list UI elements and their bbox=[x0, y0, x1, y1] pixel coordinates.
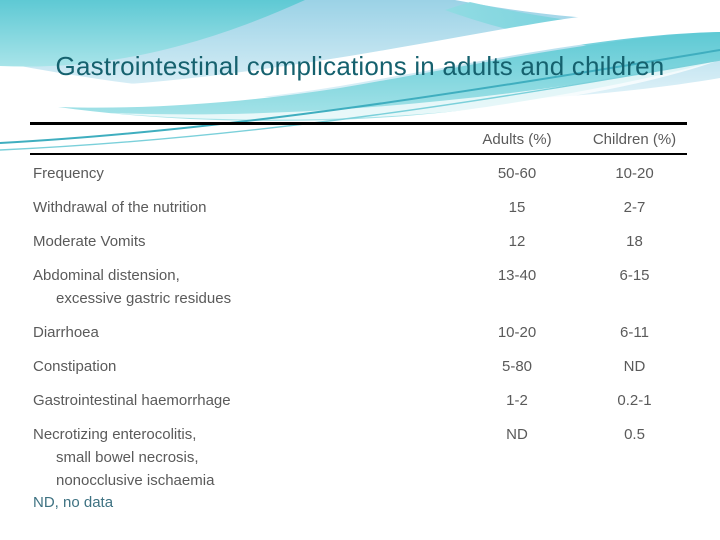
row-label-line: Withdrawal of the nutrition bbox=[33, 199, 207, 216]
table-row: Frequency 50-60 10-20 bbox=[30, 162, 687, 185]
row-label-line: Frequency bbox=[33, 165, 104, 182]
children-value: 0.5 bbox=[624, 426, 645, 443]
table-top-rule bbox=[30, 122, 687, 125]
row-label-line: small bowel necrosis, bbox=[56, 449, 199, 466]
adults-value: 5-80 bbox=[501, 358, 533, 375]
row-label: Constipation bbox=[30, 355, 452, 378]
adults-value: 15 bbox=[508, 199, 526, 216]
table-row: Necrotizing enterocolitis, small bowel ne… bbox=[30, 423, 687, 492]
table-row: Withdrawal of the nutrition 15 2-7 bbox=[30, 196, 687, 219]
adults-value: ND bbox=[506, 426, 528, 443]
row-label-line: nonocclusive ischaemia bbox=[56, 472, 215, 489]
row-label-line: Diarrhoea bbox=[33, 324, 99, 341]
table-row: Abdominal distension, excessive gastric r… bbox=[30, 264, 687, 310]
row-label-line: Moderate Vomits bbox=[33, 233, 146, 250]
row-label: Frequency bbox=[30, 162, 452, 185]
row-label-line: excessive gastric residues bbox=[56, 290, 232, 307]
row-label: Withdrawal of the nutrition bbox=[30, 196, 452, 219]
children-value: 10-20 bbox=[615, 165, 654, 182]
adults-value: 12 bbox=[508, 233, 526, 250]
adults-value: 50-60 bbox=[497, 165, 537, 182]
row-label: Necrotizing enterocolitis, small bowel ne… bbox=[30, 423, 452, 492]
table-row: Diarrhoea 10-20 6-11 bbox=[30, 321, 687, 344]
adults-value: 13-40 bbox=[497, 267, 537, 284]
children-value: ND bbox=[623, 358, 646, 375]
table-header-row: Adults (%) Children (%) bbox=[30, 125, 687, 155]
footnote: ND, no data bbox=[33, 494, 114, 511]
row-label: Moderate Vomits bbox=[30, 230, 452, 253]
adults-column-header: Adults (%) bbox=[482, 130, 552, 148]
children-value: 18 bbox=[626, 233, 643, 250]
slide-title: Gastrointestinal complications in adults… bbox=[55, 51, 665, 81]
complications-table: Adults (%) Children (%) Frequency 50-60 … bbox=[30, 122, 687, 503]
row-label-line: Gastrointestinal haemorrhage bbox=[33, 392, 231, 409]
children-column-header: Children (%) bbox=[592, 130, 677, 148]
table-row: Constipation 5-80 ND bbox=[30, 355, 687, 378]
table-body: Frequency 50-60 10-20 Withdrawal of the … bbox=[30, 155, 687, 492]
table-row: Moderate Vomits 12 18 bbox=[30, 230, 687, 253]
row-label: Diarrhoea bbox=[30, 321, 452, 344]
row-label: Abdominal distension, excessive gastric r… bbox=[30, 264, 452, 310]
row-label: Gastrointestinal haemorrhage bbox=[30, 389, 452, 412]
children-value: 6-15 bbox=[619, 267, 650, 284]
children-value: 6-11 bbox=[620, 324, 649, 341]
row-label-line: Abdominal distension, bbox=[33, 267, 180, 284]
row-label-line: Necrotizing enterocolitis, bbox=[33, 426, 197, 443]
children-value: 2-7 bbox=[623, 199, 646, 216]
adults-value: 1-2 bbox=[506, 392, 528, 409]
row-label-line: Constipation bbox=[33, 358, 117, 375]
children-value: 0.2-1 bbox=[617, 392, 652, 409]
adults-value: 10-20 bbox=[497, 324, 537, 341]
table-row: Gastrointestinal haemorrhage 1-2 0.2-1 bbox=[30, 389, 687, 412]
